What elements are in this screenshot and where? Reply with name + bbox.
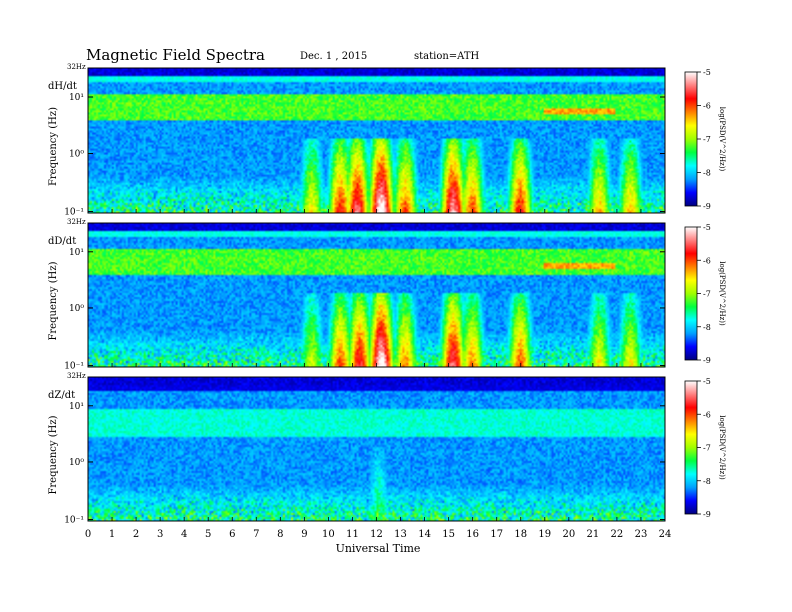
x-tick-label: 11 <box>346 529 359 540</box>
x-tick-label: 6 <box>229 529 235 540</box>
panel-2: dZ/dt 32Hz 10¹ 10⁰ 10⁻¹ Frequency (Hz) -5 -6 -7 -… <box>48 372 726 526</box>
top-frequency-label: 32Hz <box>67 372 86 380</box>
colorbar-tick-label: -8 <box>703 169 711 178</box>
y-axis-label: Frequency (Hz) <box>48 261 59 340</box>
top-frequency-label: 32Hz <box>67 218 86 226</box>
colorbar-tick-label: -6 <box>703 102 711 111</box>
spectrogram-image <box>88 223 665 367</box>
x-tick-label: 1 <box>109 529 115 540</box>
colorbar <box>684 71 698 207</box>
y-tick-label: 10⁰ <box>69 150 84 160</box>
y-tick-label: 10⁻¹ <box>64 516 84 526</box>
colorbar-label: log(PSD(V^2/Hz)) <box>718 415 726 480</box>
y-tick-label: 10⁰ <box>69 304 84 314</box>
colorbar-tick-label: -9 <box>703 356 711 365</box>
panels-group: dH/dt 32Hz 10¹ 10⁰ 10⁻¹ Frequency (Hz) -5 -6 -7 -… <box>48 63 726 526</box>
x-tick-label: 8 <box>277 529 283 540</box>
y-tick-label: 10⁻¹ <box>64 208 84 218</box>
x-tick-label: 23 <box>635 529 648 540</box>
x-tick-label: 0 <box>85 529 91 540</box>
x-axis: 0 1 2 3 4 5 6 7 8 9 10 11 12 13 14 15 16 17 18 19 20 21 22 23 24 <box>85 209 672 540</box>
panel-0: dH/dt 32Hz 10¹ 10⁰ 10⁻¹ Frequency (Hz) -5 -6 -7 -… <box>48 63 726 218</box>
colorbar-tick-label: -5 <box>703 377 711 386</box>
top-frequency-label: 32Hz <box>67 63 86 71</box>
x-tick-label: 3 <box>157 529 163 540</box>
colorbar-label: log(PSD(V^2/Hz)) <box>718 261 726 326</box>
panel-name: dH/dt <box>48 81 77 92</box>
colorbar-tick-label: -6 <box>703 256 711 265</box>
y-tick-label: 10¹ <box>69 248 84 258</box>
spectrogram-image <box>88 68 665 213</box>
colorbar-tick-label: -7 <box>703 444 711 453</box>
colorbar-tick-label: -8 <box>703 323 711 332</box>
x-tick-label: 4 <box>181 529 187 540</box>
y-axis-label: Frequency (Hz) <box>48 107 59 186</box>
panel-1: dD/dt 32Hz 10¹ 10⁰ 10⁻¹ Frequency (Hz) -5 -6 -7 -… <box>48 218 726 372</box>
x-tick-label: 18 <box>514 529 527 540</box>
y-tick-label: 10¹ <box>69 93 84 103</box>
x-tick-label: 22 <box>611 529 624 540</box>
colorbar-tick-label: -9 <box>703 510 711 519</box>
x-tick-label: 5 <box>205 529 211 540</box>
x-tick-label: 13 <box>394 529 407 540</box>
colorbar-label: log(PSD(V^2/Hz)) <box>718 107 726 172</box>
x-axis-label: Universal Time <box>336 542 421 555</box>
colorbar-tick-label: -8 <box>703 477 711 486</box>
colorbar <box>684 226 698 361</box>
colorbar-tick-label: -6 <box>703 410 711 419</box>
colorbar-tick-label: -5 <box>703 68 711 77</box>
x-tick-label: 19 <box>538 529 551 540</box>
x-tick-label: 21 <box>587 529 600 540</box>
y-tick-label: 10⁰ <box>69 458 84 468</box>
x-tick-label: 14 <box>418 529 431 540</box>
x-tick-label: 7 <box>253 529 259 540</box>
x-tick-label: 15 <box>442 529 455 540</box>
panel-name: dD/dt <box>48 236 76 247</box>
x-tick-label: 10 <box>322 529 335 540</box>
x-tick-label: 9 <box>301 529 307 540</box>
x-tick-label: 16 <box>466 529 479 540</box>
x-tick-label: 24 <box>659 529 672 540</box>
spectrogram-image <box>88 377 665 521</box>
colorbar-tick-label: -7 <box>703 135 711 144</box>
x-tick-label: 20 <box>562 529 575 540</box>
y-tick-label: 10¹ <box>69 402 84 412</box>
x-tick-label: 12 <box>370 529 383 540</box>
date-label: Dec. 1 , 2015 <box>300 51 367 62</box>
panel-name: dZ/dt <box>48 390 75 401</box>
figure-title: Magnetic Field Spectra <box>86 46 265 64</box>
y-axis-label: Frequency (Hz) <box>48 415 59 494</box>
colorbar-tick-label: -7 <box>703 290 711 299</box>
x-tick-label: 2 <box>133 529 139 540</box>
colorbar-tick-label: -9 <box>703 202 711 211</box>
station-label: station=ATH <box>414 51 480 62</box>
y-tick-label: 10⁻¹ <box>64 362 84 372</box>
x-tick-label: 17 <box>490 529 503 540</box>
colorbar-tick-label: -5 <box>703 223 711 232</box>
colorbar <box>684 380 698 515</box>
